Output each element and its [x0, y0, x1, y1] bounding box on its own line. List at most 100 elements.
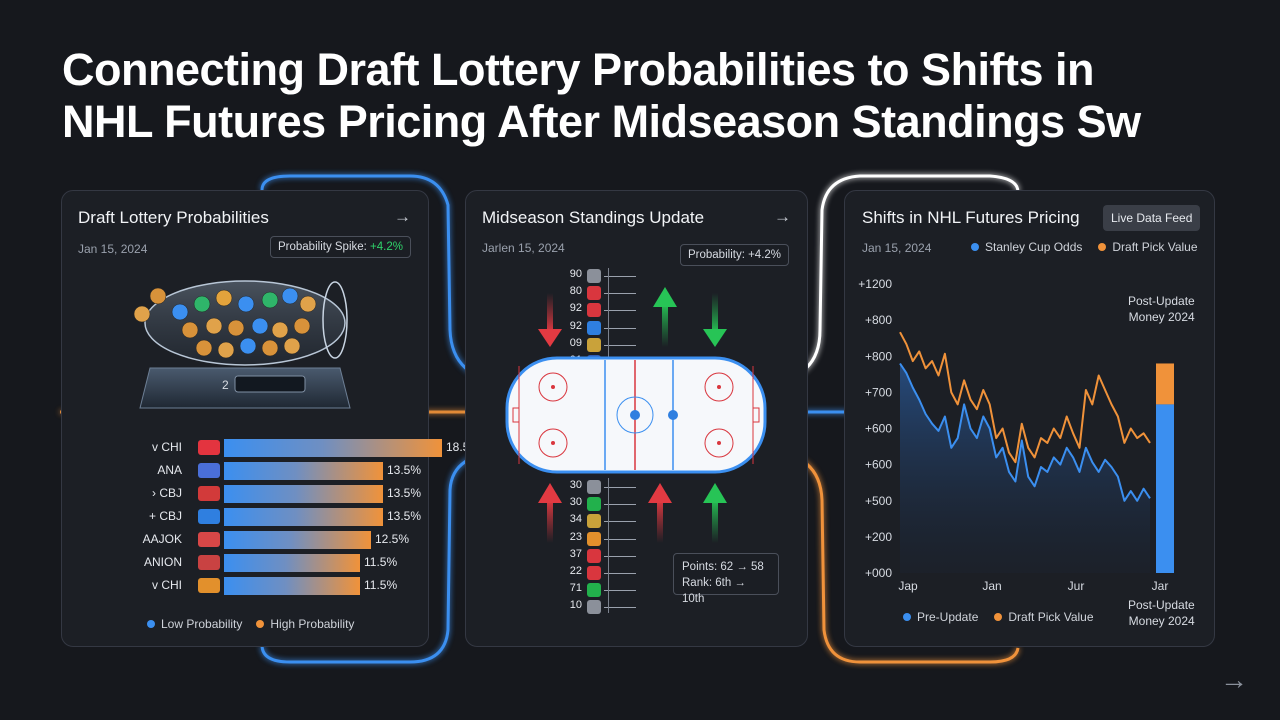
standings-panel-title: Midseason Standings Update: [482, 208, 705, 227]
lottery-bar-row: › CBJ 13.5%: [70, 484, 430, 504]
standings-row: 30: [566, 496, 636, 514]
standings-row: 92: [566, 320, 636, 338]
probability-spike-label: Probability Spike:: [278, 241, 371, 253]
post-update-title: Post-Update: [1128, 598, 1195, 612]
y-tick-label: +500: [865, 494, 892, 508]
legend-cup-label: Stanley Cup Odds: [985, 240, 1083, 254]
y-tick-label: +700: [865, 385, 892, 399]
probability-bar: [224, 508, 383, 526]
probability-value: 11.5%: [364, 578, 398, 592]
probability-value: 13.5%: [387, 509, 422, 523]
legend-dot-pre: [903, 613, 911, 621]
y-tick-label: +800: [865, 313, 892, 327]
probability-spike-value: +4.2%: [370, 241, 403, 253]
probability-bar: [224, 462, 383, 480]
team-points: 10: [569, 599, 582, 612]
team-logo-icon: [198, 486, 220, 501]
team-points: 92: [569, 302, 582, 315]
arrow-right-icon[interactable]: →: [394, 207, 411, 226]
probability-bar: [224, 577, 360, 595]
team-label: › CBJ: [152, 486, 182, 500]
tick-line: [604, 555, 636, 557]
standings-row: 34: [566, 513, 636, 531]
team-logo-icon: [198, 463, 220, 478]
tick-line: [604, 344, 636, 346]
lottery-bar-row: v CHI 11.5%: [70, 576, 430, 596]
team-points: 34: [569, 513, 582, 526]
standings-row: 90: [566, 268, 636, 286]
team-logo-icon: [587, 303, 601, 318]
team-label: AAJOK: [142, 532, 182, 546]
arrow-up-green-icon: [653, 287, 677, 347]
lottery-date: Jan 15, 2024: [78, 242, 148, 256]
legend-dot-draft2: [994, 613, 1003, 621]
probability-spike-badge: Probability Spike: +4.2%: [270, 236, 411, 258]
team-logo-icon: [587, 286, 601, 301]
live-data-feed-button[interactable]: Live Data Feed: [1103, 205, 1201, 231]
legend-pre-label: Pre-Update: [917, 610, 979, 624]
pre-update-line: [899, 362, 1151, 502]
post-update-bar-orange: [1156, 363, 1174, 405]
probability-badge: Probability: +4.2%: [680, 244, 790, 266]
futures-panel-title: Shifts in NHL Futures Pricing: [862, 208, 1080, 227]
post-update-subtitle: Money 2024: [1128, 614, 1195, 628]
x-tick-label: Jan: [982, 579, 1001, 593]
team-logo-icon: [587, 480, 601, 494]
tick-line: [604, 293, 636, 295]
team-label: ANION: [143, 555, 182, 569]
team-logo-icon: [587, 269, 601, 283]
post-update-label-top: Post-Update Money 2024: [1128, 293, 1195, 325]
team-label: v CHI: [152, 578, 182, 592]
y-tick-label: +800: [865, 349, 892, 363]
tick-line: [604, 573, 636, 574]
legend-high-label: High Probability: [270, 617, 355, 631]
arrow-up-red-icon: [538, 483, 562, 543]
team-points: 30: [569, 479, 582, 491]
arrow-up-red-icon: [648, 483, 672, 543]
team-logo-icon: [587, 497, 601, 512]
tick-line: [604, 504, 636, 506]
post-update-title: Post-Update: [1128, 294, 1195, 308]
tick-line: [604, 607, 636, 609]
tick-line: [604, 538, 636, 540]
legend-draft2-label: Draft Pick Value: [1008, 610, 1094, 624]
probability-bar: [224, 485, 383, 503]
tick-line: [604, 310, 636, 312]
legend-dot-low: [147, 620, 155, 628]
team-points: 92: [569, 319, 582, 332]
legend-draft-label: Draft Pick Value: [1112, 240, 1198, 254]
team-label: v CHI: [152, 440, 182, 454]
standings-row: 09: [566, 337, 636, 355]
lottery-bar-row: v CHI 18.5%: [70, 438, 480, 458]
team-points: 90: [569, 268, 582, 280]
standings-row: 37: [566, 548, 636, 566]
standings-row: 92: [566, 302, 636, 320]
post-update-bar-blue: [1156, 404, 1174, 573]
lottery-bar-row: ANION 11.5%: [70, 553, 430, 573]
arrow-right-icon[interactable]: →: [774, 207, 791, 226]
team-logo-icon: [198, 509, 220, 524]
tick-line: [604, 521, 636, 523]
standings-row: 30: [566, 479, 636, 497]
standings-row: 80: [566, 285, 636, 303]
x-tick-label: Jar: [1152, 579, 1169, 593]
probability-value: 11.5%: [364, 555, 398, 569]
lottery-legend: Low Probability High Probability: [147, 617, 354, 631]
team-points: 30: [569, 496, 582, 509]
next-arrow-icon[interactable]: →: [1220, 664, 1248, 695]
lottery-bar-row: + CBJ 13.5%: [70, 507, 430, 527]
tick-line: [604, 487, 636, 488]
probability-value: 13.5%: [387, 486, 422, 500]
legend-low-label: Low Probability: [161, 617, 243, 631]
tick-line: [604, 327, 636, 329]
probability-bar: [224, 531, 371, 549]
team-label: ANA: [157, 463, 182, 477]
x-tick-label: Jur: [1068, 579, 1085, 593]
standings-axis-bottom: [608, 478, 609, 613]
legend-dot-cup: [971, 243, 979, 251]
standings-row: 23: [566, 531, 636, 549]
team-logo-icon: [198, 532, 220, 547]
y-tick-label: +200: [865, 530, 892, 544]
rank-change: Rank: 6th → 10th: [682, 577, 746, 605]
team-logo-icon: [587, 600, 601, 615]
